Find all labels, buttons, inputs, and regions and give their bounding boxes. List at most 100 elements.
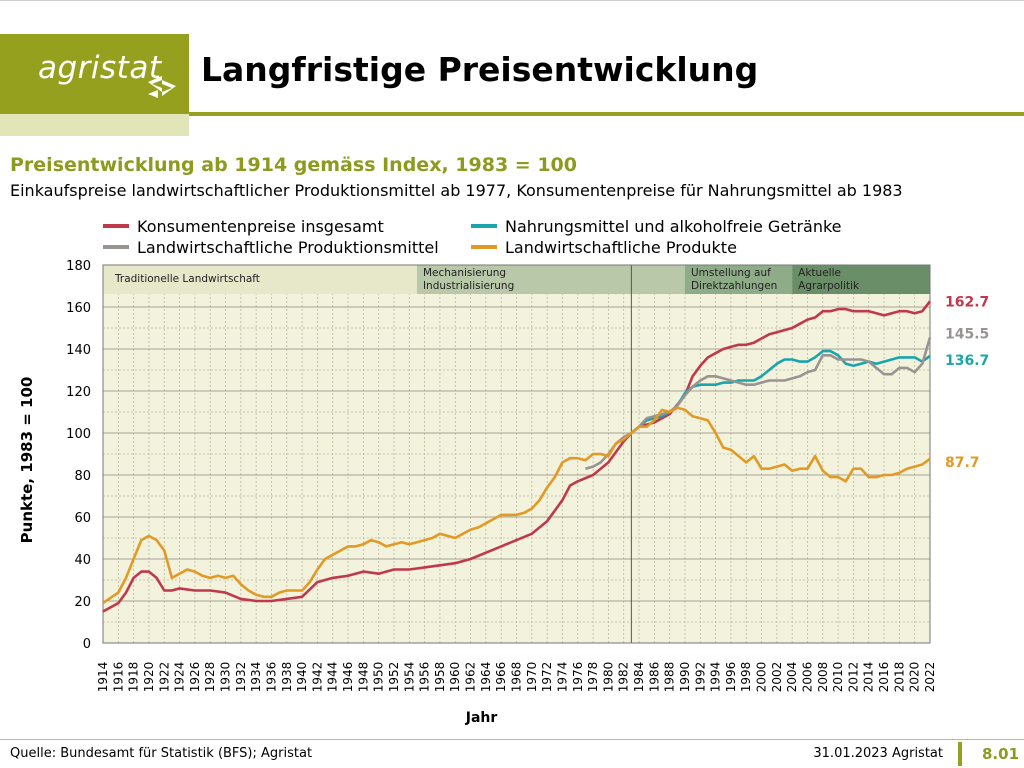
legend-label: Konsumentenpreise insgesamt [137,217,384,236]
series-line [102,300,932,613]
agristat-logo [0,34,189,114]
end-value-label: 87.7 [945,455,980,471]
x-tick-label: 1942 [310,662,324,693]
x-tick-label: 1994 [709,662,723,693]
legend-label: Nahrungsmittel und alkoholfreie Getränke [505,217,842,236]
x-tick-label: 1964 [479,662,493,693]
x-tick-label: 1938 [280,662,294,693]
page-title: Langfristige Preisentwicklung [201,50,759,89]
source-note: Quelle: Bundesamt für Statistik (BFS); A… [10,746,313,761]
period-label: Mechanisierung [423,267,506,279]
x-tick-label: 2008 [816,662,830,693]
x-tick-label: 1946 [341,662,355,693]
x-tick-label: 1998 [739,662,753,693]
x-tick-label: 1930 [219,662,233,693]
legend-label: Landwirtschaftliche Produkte [505,238,737,257]
x-tick-label: 1966 [494,662,508,693]
x-tick-label: 1974 [555,662,569,693]
y-axis-title: Punkte, 1983 = 100 [18,377,36,544]
y-tick-label: 180 [66,259,91,274]
x-tick-label: 1986 [647,662,661,693]
x-tick-label: 1918 [127,662,141,693]
x-tick-label: 1978 [586,662,600,693]
y-tick-label: 140 [66,343,91,358]
x-tick-label: 1954 [402,662,416,693]
series-line [102,406,931,605]
x-tick-label: 2004 [785,662,799,693]
logo-wordmark: agristat [38,50,162,86]
y-tick-label: 40 [74,553,91,568]
period-band [416,265,685,294]
period-label: Aktuelle [798,267,841,279]
x-tick-label: 2002 [770,662,784,693]
x-tick-label: 1952 [387,662,401,693]
x-tick-label: 1982 [617,662,631,693]
x-axis-title: Jahr [465,710,498,726]
footer-divider [0,739,1024,740]
period-label: Direktzahlungen [691,280,777,292]
x-tick-label: 1996 [724,662,738,693]
x-tick-label: 1958 [433,662,447,693]
logo-arrows-icon [148,76,176,98]
y-tick-label: 160 [66,301,91,316]
x-tick-label: 1984 [632,662,646,693]
x-tick-label: 2020 [908,662,922,693]
x-tick-label: 2018 [892,662,906,693]
x-tick-label: 1934 [249,662,263,693]
y-tick-label: 120 [66,385,91,400]
chart-subtitle: Preisentwicklung ab 1914 gemäss Index, 1… [10,154,577,176]
price-index-chart: Traditionelle Landwirtschaft Mechanisieru… [18,217,989,726]
y-tick-label: 0 [83,637,91,652]
chart-description: Einkaufspreise landwirtschaftlicher Prod… [10,181,903,200]
x-tick-label: 1988 [663,662,677,693]
period-label: Agrarpolitik [798,280,860,292]
x-tick-label: 2000 [755,662,769,693]
end-value-label: 145.5 [945,326,989,342]
x-tick-label: 1950 [372,662,386,693]
title-underline [189,112,1024,116]
x-tick-label: 1936 [264,662,278,693]
series-line [585,337,932,470]
end-value-label: 136.7 [945,353,989,369]
x-tick-label: 1932 [234,662,248,693]
period-band [792,265,930,294]
logo-accent-strip [0,114,189,136]
x-tick-label: 1972 [540,662,554,693]
top-border [0,0,1024,1]
period-band [684,265,793,294]
footer-accent-bar [958,742,962,766]
x-tick-label: 1916 [111,662,125,693]
x-tick-label: 1944 [326,662,340,693]
x-tick-label: 2022 [923,662,937,693]
period-label: Umstellung auf [691,267,771,279]
y-tick-label: 60 [74,511,91,526]
x-tick-label: 1926 [188,662,202,693]
x-tick-label: 1962 [464,662,478,693]
y-tick-label: 100 [66,427,91,442]
x-tick-label: 1980 [601,662,615,693]
x-tick-label: 2012 [846,662,860,693]
y-tick-label: 80 [74,469,91,484]
x-tick-label: 2010 [831,662,845,693]
x-tick-label: 2016 [877,662,891,693]
period-band [103,265,417,294]
x-tick-label: 1960 [448,662,462,693]
x-tick-label: 1940 [295,662,309,693]
x-tick-label: 1914 [96,662,110,693]
period-label: Traditionelle Landwirtschaft [114,273,260,285]
x-tick-label: 1956 [418,662,432,693]
x-tick-label: 2014 [862,662,876,693]
page-number: 8.01 [982,745,1020,763]
x-tick-label: 1990 [678,662,692,693]
plot-border [102,264,931,644]
x-tick-label: 1922 [157,662,171,693]
x-tick-label: 2006 [800,662,814,693]
x-tick-label: 1970 [525,662,539,693]
x-tick-label: 1992 [693,662,707,693]
end-value-label: 162.7 [945,294,989,310]
x-tick-label: 1968 [510,662,524,693]
x-tick-label: 1920 [142,662,156,693]
period-label: Industrialisierung [423,280,514,292]
x-tick-label: 1928 [203,662,217,693]
y-tick-label: 20 [74,595,91,610]
